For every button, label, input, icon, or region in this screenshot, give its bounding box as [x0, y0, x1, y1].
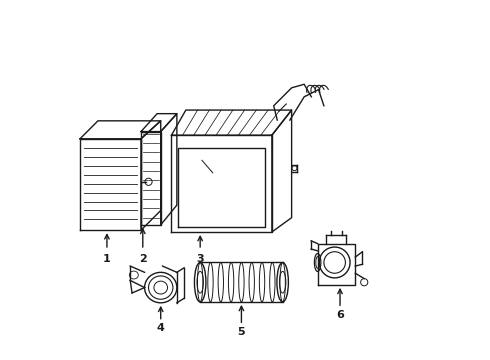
- Text: 6: 6: [336, 310, 344, 320]
- Text: 5: 5: [238, 327, 245, 337]
- Text: 1: 1: [103, 253, 111, 264]
- Text: 2: 2: [139, 253, 147, 264]
- Text: 3: 3: [196, 253, 204, 264]
- Text: 4: 4: [157, 323, 165, 333]
